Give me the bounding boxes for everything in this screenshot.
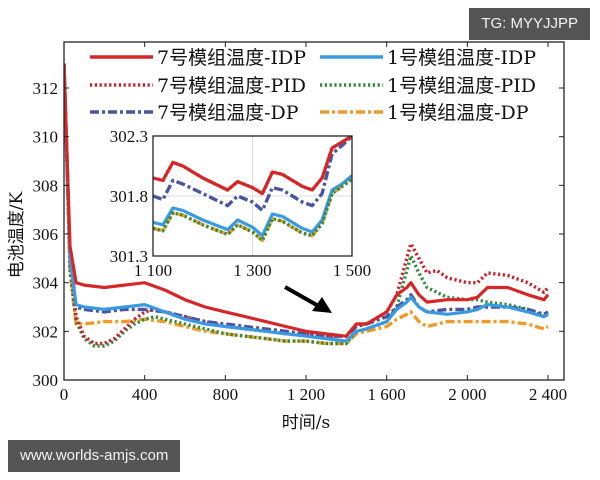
legend-item: 1号模组温度-PID	[320, 75, 536, 97]
legend-item: 7号模组温度-IDP	[90, 47, 306, 69]
y-tick-label: 300	[33, 371, 59, 390]
main-plot-area	[63, 41, 565, 381]
inset-x-tick-label: 1 500	[333, 261, 371, 280]
y-tick-label: 308	[33, 176, 59, 195]
inset-zoom-plot: 301.3 301.8 302.3 1 100 1 300 1 500	[110, 127, 371, 280]
series-line	[64, 63, 550, 348]
legend-label: 1号模组温度-DP	[387, 102, 529, 124]
inset-y-tick-label: 302.3	[110, 127, 148, 146]
legend-label: 7号模组温度-PID	[157, 75, 306, 97]
legend-item: 7号模组温度-DP	[90, 102, 299, 124]
inset-series-line	[153, 177, 352, 243]
legend: 7号模组温度-IDP 1号模组温度-IDP 7号模组温度-PID 1号模组温度-PID…	[90, 47, 536, 124]
x-tick-label: 400	[132, 385, 158, 404]
legend-label: 7号模组温度-IDP	[157, 47, 306, 69]
x-tick-label: 1 200	[287, 385, 325, 404]
x-tick-label: 0	[60, 385, 69, 404]
plot-frame	[63, 41, 565, 381]
inset-series-line	[153, 174, 352, 238]
y-tick-label: 306	[33, 225, 59, 244]
y-tick-label: 312	[33, 79, 59, 98]
inset-x-tick-label: 1 100	[134, 261, 172, 280]
inset-x-tick-label: 1 300	[233, 261, 271, 280]
x-axis-title: 时间/s	[282, 413, 330, 433]
x-tick-label: 800	[213, 385, 239, 404]
legend-item: 1号模组温度-DP	[320, 102, 529, 124]
y-axis-title: 电池温度/K	[7, 191, 27, 278]
y-axis-tick-labels: 300 302 304 306 308 310 312	[33, 79, 59, 390]
x-tick-label: 2 400	[529, 385, 567, 404]
legend-label: 1号模组温度-IDP	[387, 47, 536, 69]
y-tick-label: 310	[33, 128, 59, 147]
inset-y-tick-label: 301.3	[110, 247, 148, 266]
annotation-arrow-icon	[284, 285, 332, 313]
legend-item: 7号模组温度-PID	[90, 75, 306, 97]
x-tick-label: 1 600	[368, 385, 406, 404]
watermark-bottom-left: www.worlds-amjs.com	[8, 440, 181, 472]
series-line	[64, 63, 550, 338]
watermark-top-right: TG: MYYJJPP	[469, 8, 590, 40]
series-line	[64, 63, 550, 346]
inset-series-line	[153, 177, 352, 243]
inset-series-line	[153, 136, 352, 213]
legend-label: 7号模组温度-DP	[157, 102, 299, 124]
x-axis-tick-labels: 0 400 800 1 200 1 600 2 000 2 400	[60, 385, 567, 404]
series-line	[64, 63, 549, 343]
inset-series-line	[153, 136, 352, 196]
legend-label: 1号模组温度-PID	[387, 75, 536, 97]
inset-y-tick-label: 301.8	[110, 187, 148, 206]
y-tick-label: 302	[33, 322, 59, 341]
x-tick-label: 2 000	[448, 385, 486, 404]
legend-item: 1号模组温度-IDP	[320, 47, 536, 69]
inset-frame	[152, 135, 353, 257]
y-tick-label: 304	[33, 274, 59, 293]
